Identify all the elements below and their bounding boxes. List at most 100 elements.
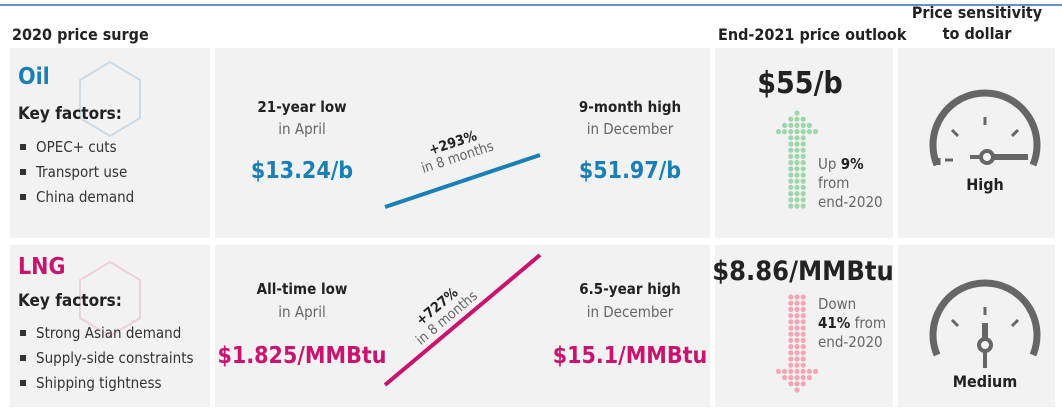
- dot: [800, 184, 806, 190]
- dot: [800, 381, 806, 387]
- high-when: in December: [586, 120, 674, 138]
- dot: [806, 375, 813, 381]
- dot: [788, 203, 794, 209]
- dot: [794, 306, 800, 312]
- factors-label: Key factors:: [18, 291, 122, 311]
- low-price: $13.24/b: [250, 158, 354, 184]
- dot: [794, 135, 800, 141]
- icon: [79, 60, 141, 138]
- dot: [782, 129, 788, 135]
- dot: [794, 129, 800, 135]
- dot: [794, 191, 800, 197]
- outlook-text: from: [818, 174, 850, 192]
- dot: [800, 368, 806, 374]
- dot: [800, 337, 806, 343]
- dot: [788, 153, 794, 159]
- factor: Shipping tightness: [18, 374, 162, 392]
- dot: [794, 294, 800, 300]
- dot: [800, 350, 806, 356]
- dot: [800, 319, 806, 325]
- dot: [794, 387, 800, 393]
- outlook-price: $8.86/MMBtu: [712, 256, 894, 287]
- dot: [794, 356, 800, 362]
- dot: [794, 178, 800, 184]
- dot: [800, 135, 806, 141]
- dot: [794, 337, 800, 343]
- dot-arrows: [775, 110, 819, 393]
- panel: [898, 245, 1055, 407]
- dot: [788, 129, 794, 135]
- dot: [794, 381, 800, 387]
- dot: [788, 356, 794, 362]
- dot: [788, 116, 794, 122]
- dot: [782, 122, 788, 128]
- gauge-ticks: [945, 117, 1020, 328]
- dot: [788, 344, 794, 350]
- dot: [800, 331, 806, 337]
- outlook-text: 41% from: [818, 314, 886, 332]
- dot: [782, 368, 788, 374]
- factors-label: Key factors:: [18, 104, 122, 124]
- dot: [794, 300, 800, 306]
- factor: Strong Asian demand: [18, 324, 181, 342]
- dot: [800, 203, 806, 209]
- header: 2020 price surge: [12, 25, 149, 44]
- dot: [800, 153, 806, 159]
- high-when: in December: [586, 303, 674, 321]
- dot: [800, 294, 806, 300]
- row-name: Oil: [18, 64, 50, 90]
- dot: [788, 147, 794, 153]
- dot: [794, 153, 800, 159]
- dot: [788, 184, 794, 190]
- gauge: [929, 89, 1041, 357]
- dot: [794, 319, 800, 325]
- dot: [794, 350, 800, 356]
- dot: [800, 344, 806, 350]
- dot: [788, 300, 794, 306]
- dot: [788, 306, 794, 312]
- dot: [794, 203, 800, 209]
- header: Price sensitivity: [911, 3, 1043, 22]
- dot: [794, 116, 800, 122]
- dot: [788, 135, 794, 141]
- factor: China demand: [18, 188, 134, 206]
- dot: [788, 294, 794, 300]
- dot: [800, 178, 806, 184]
- dot: [806, 122, 813, 128]
- sensitivity: High: [966, 175, 1004, 194]
- low-label: All-time low: [256, 280, 348, 298]
- trend-line: [384, 153, 541, 209]
- high-label: 6.5-year high: [579, 280, 681, 298]
- dot: [788, 166, 794, 172]
- dot: [788, 381, 794, 387]
- dot: [794, 344, 800, 350]
- panel: [215, 48, 710, 238]
- dot: [794, 122, 800, 128]
- sensitivity: Medium: [952, 372, 1018, 391]
- low-label: 21-year low: [257, 98, 347, 116]
- dot: [788, 160, 794, 166]
- dot: [800, 147, 806, 153]
- outlook-text: Up 9%: [818, 155, 864, 173]
- low-when: in April: [278, 303, 326, 321]
- dot: [800, 313, 806, 319]
- dot: [813, 368, 819, 374]
- high-label: 9-month high: [578, 98, 682, 116]
- dot: [806, 129, 813, 135]
- trend-line: [383, 253, 542, 387]
- needle: [970, 149, 1028, 368]
- dot: [788, 350, 794, 356]
- dot: [788, 197, 794, 203]
- header: to dollar: [942, 24, 1012, 43]
- top-rule: [0, 4, 1062, 6]
- dot: [788, 191, 794, 197]
- dot: [794, 166, 800, 172]
- dot: [788, 325, 794, 331]
- high-price: $51.97/b: [578, 158, 682, 184]
- factor: Supply-side constraints: [18, 349, 194, 367]
- dot: [800, 166, 806, 172]
- outlook-price: $55/b: [757, 66, 843, 101]
- outlook-text: end-2020: [818, 333, 883, 351]
- outlook-text: Down: [818, 295, 857, 313]
